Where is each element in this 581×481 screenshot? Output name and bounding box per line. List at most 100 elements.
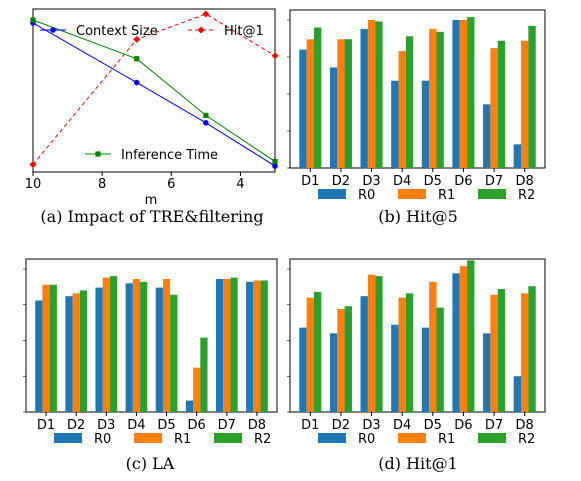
bar-d2-r0 (65, 296, 73, 412)
bar-d7-r2 (497, 289, 506, 412)
bar-d1-r1 (42, 284, 50, 412)
bar-d3-r1 (367, 274, 376, 412)
series-line-context-size (32, 22, 276, 167)
bar-d2-r1 (337, 39, 345, 168)
x-tick-label: D5 (424, 174, 442, 189)
data-point (203, 120, 209, 126)
bar-d6-r2 (467, 17, 475, 169)
data-point (203, 112, 209, 118)
bar-d4-r1 (398, 297, 406, 412)
legend-swatch (214, 433, 242, 443)
bar-d7-r1 (490, 294, 498, 412)
bar-d4-r2 (140, 281, 148, 412)
legend-label: R0 (94, 432, 111, 447)
x-tick-label: D3 (362, 174, 380, 189)
legend-entry-r2: R2 (478, 432, 535, 447)
x-axis-label: m (145, 193, 158, 208)
legend-entry-r0: R0 (318, 432, 375, 447)
bar-d2-r1 (337, 309, 345, 412)
bar-d2-r2 (79, 290, 88, 412)
bar-d7-r0 (483, 333, 491, 412)
bar-d7-r2 (497, 40, 506, 168)
legend-marker (197, 26, 205, 34)
bar-d7-r0 (215, 279, 224, 412)
bar-d5-r1 (429, 28, 437, 168)
bar-d7-r0 (483, 104, 491, 168)
series-line-hit-1 (32, 13, 276, 165)
bar-chart-panel-1: D1 D2 D3 D4 D5 D6 D7 D8 R0 R1 R2 (b) Hit@5 (287, 9, 546, 226)
data-point (272, 163, 278, 169)
bar-d2-r2 (344, 306, 352, 412)
x-tick-label: D4 (393, 174, 411, 189)
x-tick-label: D7 (485, 418, 503, 433)
legend-entry-r1: R1 (398, 188, 455, 203)
bar-d3-r2 (375, 21, 383, 169)
bar-d8-r0 (513, 376, 522, 412)
x-tick-label: D6 (188, 418, 206, 433)
legend-swatch (54, 433, 82, 443)
bar-d2-r1 (72, 293, 80, 412)
x-tick-label: 10 (25, 177, 42, 192)
bar-d2-r0 (329, 333, 338, 412)
bar-chart-panel-3: D1 D2 D3 D4 D5 D6 D7 D8 R0 R1 R2 (d) Hit@1 (287, 258, 546, 473)
x-tick-label: D2 (332, 174, 350, 189)
bar-d1-r1 (306, 297, 314, 412)
data-point (271, 52, 279, 60)
data-point (133, 79, 140, 86)
legend-label: Inference Time (121, 148, 218, 163)
bar-d5-r2 (436, 31, 444, 169)
bar-d3-r2 (109, 276, 118, 412)
legend-swatch (478, 189, 506, 199)
plot-frame (289, 9, 546, 169)
x-tick-label: D6 (454, 174, 472, 189)
bar-d4-r0 (391, 324, 399, 412)
bar-d1-r2 (313, 27, 322, 169)
legend-label: R1 (174, 432, 191, 447)
legend-label: R0 (358, 432, 375, 447)
data-point (202, 10, 210, 18)
bar-d8-r1 (253, 280, 261, 412)
data-point (272, 158, 278, 165)
legend-marker (50, 27, 56, 33)
legend-swatch (318, 433, 346, 443)
caption-a: (a) Impact of TRE&filtering (40, 207, 263, 226)
data-point (29, 161, 37, 169)
x-tick-label: D8 (516, 418, 534, 433)
x-tick-label: D2 (67, 418, 85, 433)
bar-d1-r0 (299, 327, 307, 412)
legend-label: Hit@1 (224, 24, 264, 39)
x-tick-label: D8 (516, 174, 534, 189)
bar-d3-r1 (102, 277, 110, 412)
bar-d7-r1 (490, 48, 498, 169)
bar-d1-r0 (35, 300, 43, 412)
caption: (c) LA (126, 454, 175, 473)
x-tick-label: D1 (37, 418, 55, 433)
bar-d8-r1 (521, 293, 529, 412)
bar-d7-r2 (230, 277, 238, 412)
bar-d6-r0 (452, 20, 460, 168)
caption: (d) Hit@1 (378, 454, 458, 473)
bar-d3-r0 (360, 28, 368, 168)
bar-d3-r1 (367, 20, 376, 168)
x-tick-label: D4 (393, 418, 411, 433)
legend-swatch (398, 189, 426, 199)
line-chart-panel: 10 8 6 4 m Context Size Hit@1 Inference Time (a)… (25, 8, 279, 226)
bar-d5-r0 (421, 80, 430, 168)
legend-swatch (134, 433, 162, 443)
bar-d3-r0 (360, 296, 368, 412)
bar-d1-r2 (313, 291, 322, 412)
x-tick-label: D8 (248, 418, 266, 433)
bar-d6-r1 (193, 367, 201, 412)
bar-d6-r1 (459, 20, 468, 168)
bar-d8-r0 (513, 144, 522, 168)
x-tick-label: D3 (97, 418, 115, 433)
bar-d8-r2 (528, 286, 536, 412)
bar-d3-r0 (95, 287, 103, 412)
caption: (b) Hit@5 (378, 207, 458, 226)
legend-swatch (398, 433, 426, 443)
legend-entry-r1: R1 (134, 432, 191, 447)
bar-d5-r1 (162, 279, 171, 412)
bar-chart-panel-2: D1 D2 D3 D4 D5 D6 D7 D8 R0 R1 R2 (c) LA (23, 258, 278, 473)
bar-d5-r2 (170, 294, 178, 412)
